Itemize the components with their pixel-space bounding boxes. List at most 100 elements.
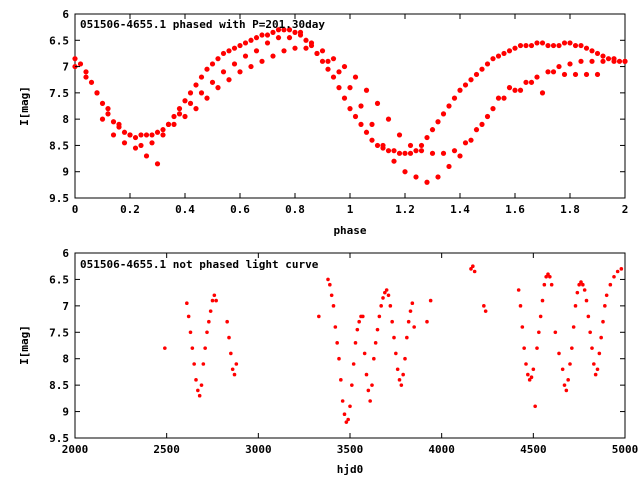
data-point-unphased <box>234 362 239 366</box>
data-point-unphased <box>599 335 603 340</box>
data-point-phased <box>198 74 205 80</box>
data-point-phased <box>484 113 491 120</box>
data-point-phased <box>286 27 293 33</box>
data-point-phased <box>347 106 353 112</box>
data-point-phased <box>495 95 502 101</box>
data-point-unphased <box>566 378 570 382</box>
data-point-unphased <box>388 304 393 308</box>
data-point-phased <box>616 58 623 64</box>
x-tick-label-unphased: 4000 <box>428 443 455 456</box>
data-point-phased <box>556 42 562 49</box>
data-point-phased <box>187 100 194 106</box>
data-point-unphased <box>361 314 365 319</box>
data-point-phased <box>325 58 331 64</box>
data-point-unphased <box>553 330 558 335</box>
data-point-phased <box>292 29 298 35</box>
data-point-unphased <box>229 351 233 356</box>
data-point-phased <box>550 42 557 49</box>
data-point-phased <box>237 42 243 49</box>
data-point-unphased <box>570 346 574 350</box>
data-point-phased <box>341 95 348 101</box>
data-point-unphased <box>608 282 613 287</box>
data-point-unphased <box>581 282 585 287</box>
data-point-phased <box>578 58 584 64</box>
data-point-phased <box>589 58 595 64</box>
data-point-phased <box>270 29 276 35</box>
data-point-unphased <box>405 335 409 340</box>
data-point-phased <box>556 63 562 70</box>
data-point-unphased <box>531 367 536 372</box>
data-point-phased <box>121 129 128 135</box>
data-point-unphased <box>482 304 486 308</box>
data-point-phased <box>435 174 441 180</box>
data-point-phased <box>149 132 155 138</box>
data-point-unphased <box>403 356 407 361</box>
data-point-phased <box>622 58 628 64</box>
data-point-phased <box>578 42 584 49</box>
data-points-phased <box>72 27 628 185</box>
data-point-unphased <box>227 335 231 340</box>
data-point-phased <box>424 179 430 185</box>
data-point-phased <box>204 95 210 101</box>
data-point-phased <box>352 113 359 120</box>
data-point-unphased <box>408 309 413 313</box>
x-tick-label-phased: 1.8 <box>560 203 580 216</box>
data-point-phased <box>83 74 89 80</box>
data-point-phased <box>253 48 260 54</box>
data-point-phased <box>77 61 84 67</box>
data-point-phased <box>319 58 326 64</box>
data-point-unphased <box>379 304 383 308</box>
data-point-phased <box>187 90 194 96</box>
data-point-phased <box>490 56 496 62</box>
data-point-phased <box>297 29 304 35</box>
data-point-unphased <box>577 282 581 287</box>
data-point-unphased <box>210 298 215 303</box>
y-tick-label-phased: 6 <box>62 8 69 21</box>
data-point-phased <box>336 69 342 75</box>
data-point-phased <box>402 150 408 156</box>
data-point-phased <box>72 56 78 62</box>
data-point-unphased <box>546 272 550 276</box>
data-point-phased <box>264 32 271 38</box>
data-point-phased <box>451 95 458 101</box>
data-point-unphased <box>355 327 360 332</box>
data-point-phased <box>248 63 254 70</box>
data-point-phased <box>572 71 579 78</box>
data-point-unphased <box>357 319 361 324</box>
data-point-unphased <box>225 319 229 324</box>
data-point-phased <box>303 45 309 51</box>
data-point-phased <box>429 127 436 133</box>
data-point-unphased <box>317 314 321 319</box>
data-point-phased <box>435 119 441 125</box>
data-point-phased <box>358 121 364 127</box>
x-tick-label-phased: 2 <box>622 203 629 216</box>
data-point-phased <box>473 127 480 133</box>
data-point-unphased <box>564 388 569 393</box>
data-point-phased <box>501 95 507 101</box>
x-tick-label-phased: 0 <box>72 203 79 216</box>
data-point-unphased <box>516 288 521 292</box>
data-point-phased <box>88 79 95 85</box>
data-point-phased <box>418 142 425 149</box>
data-point-unphased <box>619 267 624 271</box>
data-point-phased <box>396 132 403 138</box>
data-point-phased <box>479 121 485 127</box>
data-point-phased <box>545 42 551 49</box>
y-tick-label-phased: 8 <box>62 113 69 126</box>
data-point-unphased <box>401 372 405 377</box>
data-point-phased <box>468 137 474 143</box>
data-point-unphased <box>537 330 541 335</box>
y-tick-label-unphased: 6 <box>62 247 69 260</box>
data-point-phased <box>501 50 507 57</box>
data-point-phased <box>528 79 535 85</box>
x-tick-label-unphased: 3000 <box>245 443 272 456</box>
data-point-unphased <box>592 362 596 366</box>
data-point-phased <box>440 111 447 117</box>
data-point-phased <box>220 69 227 75</box>
data-point-unphased <box>362 351 367 356</box>
data-point-unphased <box>526 372 530 377</box>
x-tick-label-phased: 0.8 <box>285 203 305 216</box>
data-point-phased <box>303 37 309 43</box>
data-point-phased <box>550 69 557 75</box>
